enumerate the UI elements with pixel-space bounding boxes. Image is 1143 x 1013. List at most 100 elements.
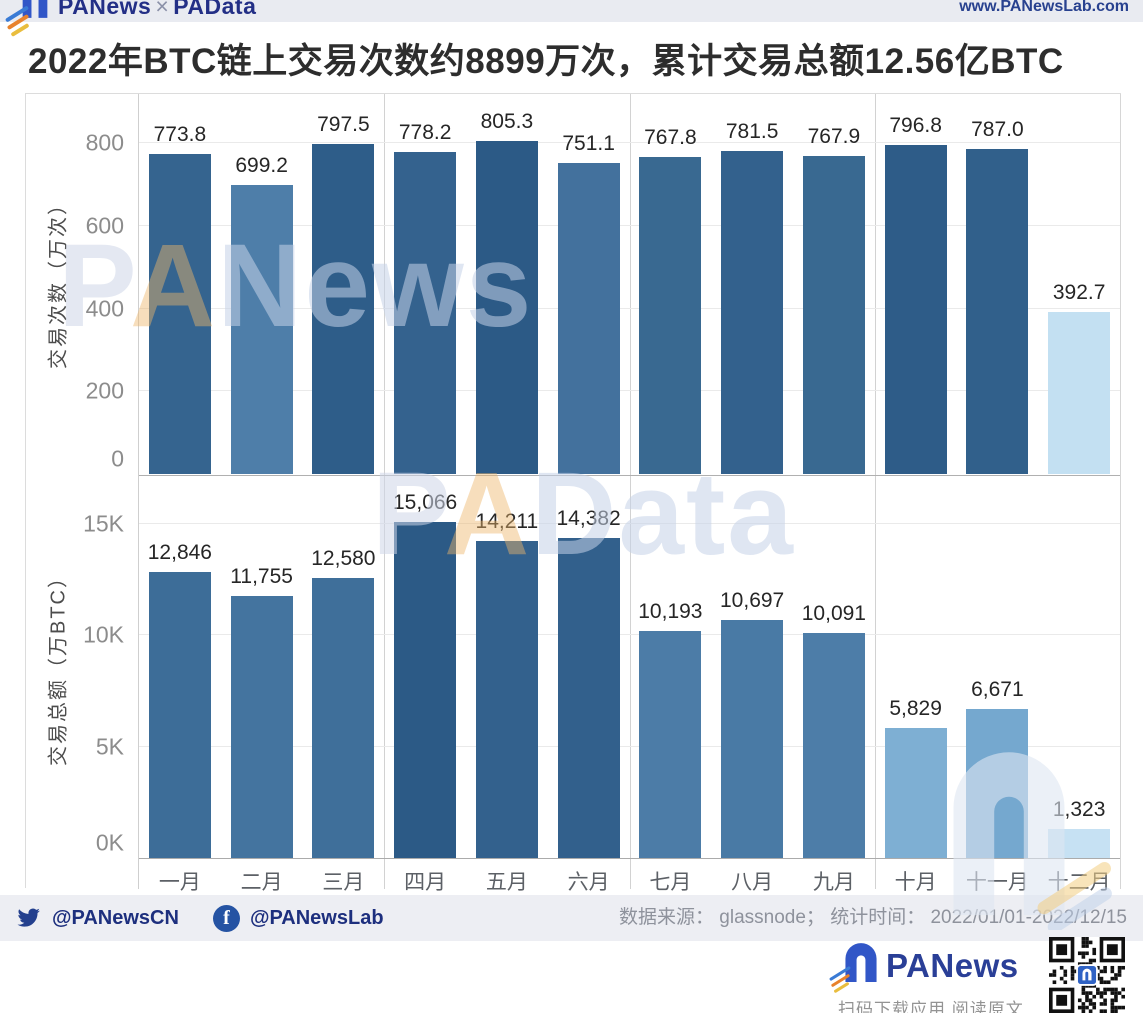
brand-panews: PANews — [58, 0, 152, 19]
bar-七月 — [639, 630, 702, 858]
quarter-separator — [384, 94, 386, 889]
y-axis-title-bottom: 交易总额（万BTC） — [47, 566, 70, 766]
bar-slot: 778.2 — [384, 94, 466, 474]
bar-value-label: 767.8 — [644, 125, 697, 149]
x-axis-label: 十二月 — [1047, 871, 1111, 894]
bar-slot: 12,580 — [303, 476, 385, 858]
data-source-note: 数据来源： glassnode； 统计时间： 2022/01/01-2022/1… — [619, 907, 1127, 928]
bar-二月 — [230, 184, 293, 474]
bar-二月 — [230, 596, 293, 858]
bar-七月 — [639, 156, 702, 474]
bar-slot: 11,755 — [221, 476, 303, 858]
bar-slot: 773.8 — [139, 94, 221, 474]
gridline — [139, 307, 1120, 309]
bar-slot: 751.1 — [548, 94, 630, 474]
quarter-separator — [629, 94, 631, 889]
y-tick-label: 10K — [83, 621, 124, 648]
bar-value-label: 787.0 — [971, 117, 1024, 141]
gridline — [139, 745, 1120, 747]
bar-value-label: 10,193 — [638, 599, 703, 623]
y-tick-label: 200 — [85, 377, 124, 404]
bar-四月 — [394, 522, 457, 858]
gridline — [139, 634, 1120, 636]
bar-value-label: 751.1 — [562, 132, 615, 156]
bar-slot: 1,323 — [1038, 476, 1120, 858]
bar-slot: 767.8 — [630, 94, 712, 474]
bar-slot: 805.3 — [466, 94, 548, 474]
bar-value-label: 10,091 — [801, 602, 866, 626]
footer-brand: PANews — [829, 942, 1019, 994]
bar-value-label: 11,755 — [230, 565, 293, 589]
twitter-handle[interactable]: @PANewsCN — [52, 906, 179, 929]
bar-slot: 796.8 — [875, 94, 957, 474]
x-axis-label: 一月 — [158, 871, 201, 894]
bar-十一月 — [966, 709, 1029, 858]
x-axis-label: 二月 — [240, 871, 283, 894]
bar-value-label: 797.5 — [317, 113, 370, 137]
y-tick-label: 5K — [95, 733, 124, 760]
bar-slot: 10,697 — [711, 476, 793, 858]
bar-panel-transactions: 773.8 699.2 797.5 778.2 805.3 751.1 767.8 781.5… — [139, 94, 1120, 474]
x-axis-label: 三月 — [322, 871, 365, 894]
bar-value-label: 796.8 — [889, 113, 942, 137]
bar-slot: 12,846 — [139, 476, 221, 858]
bar-value-label: 699.2 — [235, 153, 288, 177]
bar-slot: 392.7 — [1038, 94, 1120, 474]
qr-code[interactable] — [1049, 937, 1125, 1013]
bar-slot: 5,829 — [875, 476, 957, 858]
y-axis-ticks-bottom: 0K 5K 10K 15K — [26, 475, 132, 858]
bar-十一月 — [966, 148, 1029, 474]
bar-九月 — [802, 156, 865, 474]
x-axis-label: 九月 — [812, 871, 855, 894]
x-axis-label: 八月 — [731, 871, 774, 894]
plot-area: 773.8 699.2 797.5 778.2 805.3 751.1 767.8 781.5… — [138, 94, 1121, 894]
y-tick-label: 0 — [111, 445, 124, 472]
bar-value-label: 767.9 — [807, 125, 861, 149]
bar-十月 — [884, 144, 947, 474]
social-links: @PANewsCN f @PANewsLab — [14, 904, 408, 932]
qr-caption: 扫码下载应用 阅读原文 — [838, 1000, 1024, 1013]
y-tick-label: 0K — [95, 829, 124, 856]
gridline — [139, 522, 1120, 524]
bar-八月 — [721, 150, 784, 474]
x-axis-months: 一月 二月 三月 四月 五月 六月 七月 八月 九月 十月 十一月 十二月 — [139, 858, 1120, 894]
bar-八月 — [721, 619, 784, 858]
panews-logo-icon-footer — [829, 942, 878, 994]
y-axis-title-top: 交易次数（万次） — [47, 193, 70, 369]
site-url-link[interactable]: www.PANewsLab.com — [959, 0, 1129, 15]
bar-十月 — [884, 728, 947, 858]
gridline — [139, 224, 1120, 226]
footer-bar: @PANewsCN f @PANewsLab 数据来源： glassnode； … — [0, 895, 1143, 941]
x-axis-label: 十一月 — [965, 871, 1029, 894]
header-bar — [0, 0, 1143, 22]
bar-三月 — [312, 577, 375, 858]
bar-value-label: 781.5 — [725, 119, 779, 143]
bar-slot: 787.0 — [957, 94, 1039, 474]
bar-value-label: 773.8 — [153, 123, 207, 147]
x-axis-label: 七月 — [649, 871, 692, 894]
bar-slot: 797.5 — [303, 94, 385, 474]
bar-value-label: 15,066 — [393, 491, 458, 515]
panews-logo-icon — [4, 0, 48, 37]
bar-slot: 699.2 — [221, 94, 303, 474]
bar-value-label: 10,697 — [720, 588, 785, 612]
gridline — [139, 142, 1120, 144]
bar-三月 — [312, 144, 375, 474]
bar-slot: 767.9 — [793, 94, 875, 474]
brand-separator: × — [155, 0, 170, 19]
bar-slot: 781.5 — [711, 94, 793, 474]
bar-一月 — [148, 571, 211, 858]
quarter-separator — [874, 94, 876, 889]
x-axis-label: 六月 — [567, 871, 610, 894]
bar-slot: 15,066 — [384, 476, 466, 858]
bar-slot: 14,211 — [466, 476, 548, 858]
gridline — [139, 390, 1120, 392]
chart-region: 0 200 400 600 800 0K 5K 10K 15K 交易次数（万次） 交易总额（万… — [25, 93, 1121, 894]
bar-value-label: 392.7 — [1052, 280, 1106, 304]
facebook-handle[interactable]: @PANewsLab — [249, 906, 384, 929]
bar-六月 — [557, 537, 620, 858]
bar-value-label: 14,211 — [475, 510, 539, 534]
bar-六月 — [557, 163, 620, 474]
bar-value-label: 12,846 — [147, 540, 212, 564]
bar-slot: 10,193 — [630, 476, 712, 858]
